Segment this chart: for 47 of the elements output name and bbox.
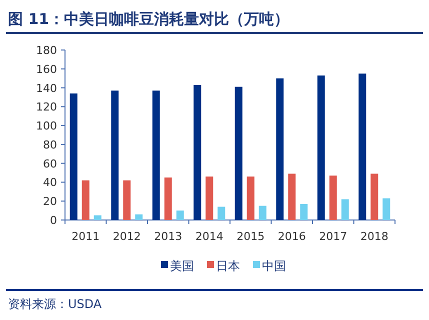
bar bbox=[123, 180, 131, 220]
x-tick-label: 2015 bbox=[236, 230, 265, 243]
y-tick-label: 140 bbox=[36, 82, 57, 95]
bar bbox=[341, 199, 349, 220]
legend-label: 美国 bbox=[170, 259, 194, 273]
y-tick-label: 80 bbox=[43, 138, 57, 152]
bar bbox=[276, 78, 284, 220]
y-tick-label: 0 bbox=[50, 214, 57, 227]
bar bbox=[70, 93, 78, 220]
y-tick-label: 120 bbox=[36, 100, 57, 114]
x-tick-label: 2018 bbox=[360, 230, 388, 243]
bar bbox=[370, 174, 378, 220]
bar bbox=[111, 90, 119, 220]
bar bbox=[258, 206, 266, 220]
x-tick-label: 2016 bbox=[278, 230, 306, 243]
y-tick-label: 40 bbox=[43, 176, 57, 190]
y-tick-label: 20 bbox=[43, 195, 57, 208]
bar bbox=[288, 174, 296, 220]
bar bbox=[94, 215, 102, 220]
bar bbox=[176, 210, 184, 220]
bar bbox=[300, 204, 308, 220]
x-tick-label: 2013 bbox=[154, 230, 182, 243]
bar bbox=[246, 176, 254, 220]
y-tick-label: 100 bbox=[36, 120, 57, 133]
x-tick-label: 2011 bbox=[72, 230, 100, 243]
legend-label: 中国 bbox=[262, 259, 286, 273]
y-tick-label: 160 bbox=[36, 62, 57, 76]
chart-title: 图 11：中美日咖啡豆消耗量对比（万吨） bbox=[8, 10, 290, 28]
x-tick-label: 2014 bbox=[195, 230, 224, 243]
bar bbox=[218, 206, 226, 220]
legend-label: 日本 bbox=[216, 259, 240, 273]
text: 资料来源：USDA bbox=[8, 297, 102, 311]
x-tick-label: 2017 bbox=[319, 230, 348, 243]
x-tick-label: 2012 bbox=[112, 230, 141, 243]
bar bbox=[135, 214, 143, 220]
bar bbox=[317, 76, 325, 220]
bar bbox=[206, 176, 214, 220]
bar bbox=[234, 86, 242, 220]
bar bbox=[82, 180, 90, 220]
y-tick-label: 60 bbox=[43, 157, 57, 170]
bar bbox=[382, 198, 390, 220]
bar bbox=[152, 90, 160, 220]
y-tick-label: 180 bbox=[36, 44, 57, 57]
bar bbox=[194, 84, 202, 220]
bar bbox=[358, 74, 366, 220]
bar bbox=[164, 178, 172, 220]
bar bbox=[329, 176, 337, 220]
